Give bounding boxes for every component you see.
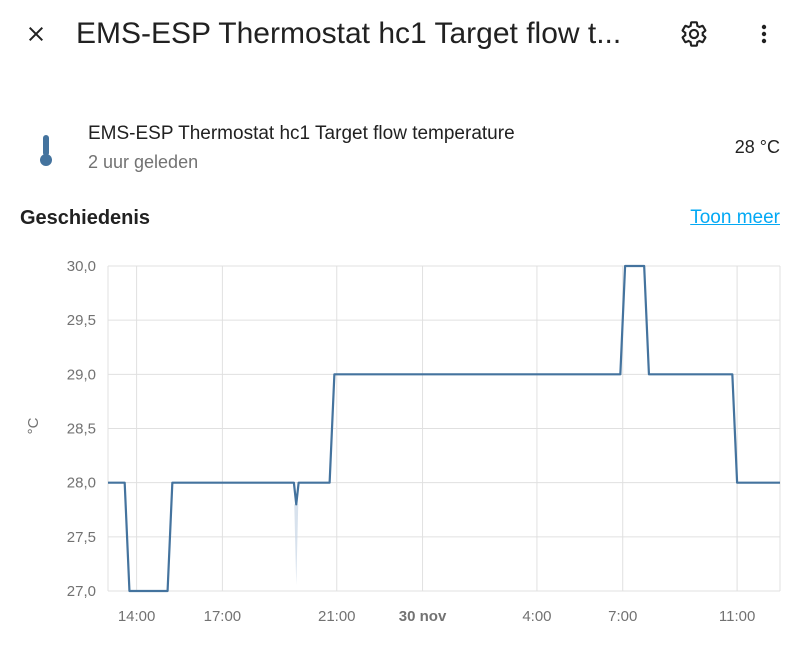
dialog-title: EMS-ESP Thermostat hc1 Target flow t... [76,17,622,50]
close-icon [29,27,43,41]
y-axis-label: °C [25,417,42,434]
y-tick-label: 27,5 [67,529,96,546]
entity-last-changed: 2 uur geleden [88,152,199,172]
thermometer-icon [40,135,52,166]
y-tick-label: 28,0 [67,475,96,492]
dialog-header: EMS-ESP Thermostat hc1 Target flow t... [0,0,800,68]
entity-state: 28 °C [734,137,780,157]
y-tick-label: 28,5 [67,421,96,438]
x-tick-label: 21:00 [318,608,356,625]
y-axis-ticks: 30,0 29,5 29,0 28,5 28,0 27,5 27,0 [67,258,96,600]
x-tick-label: 4:00 [522,608,551,625]
series-line [108,264,780,593]
x-axis-ticks: 14:00 17:00 21:00 30 nov 4:00 7:00 11:00 [118,608,756,625]
chart-series [108,264,780,593]
gear-icon [681,21,707,47]
y-tick-label: 30,0 [67,258,96,275]
history-title: Geschiedenis [20,207,151,229]
more-menu-button[interactable] [744,14,784,54]
y-tick-label: 27,0 [67,583,96,600]
entity-row[interactable]: EMS-ESP Thermostat hc1 Target flow tempe… [0,112,800,182]
x-tick-label: 14:00 [118,608,156,625]
history-chart: 30,0 29,5 29,0 28,5 28,0 27,5 27,0 14:00 17:00 2… [25,258,781,625]
close-button[interactable] [16,14,56,54]
x-tick-label: 17:00 [204,608,242,625]
settings-button[interactable] [674,14,714,54]
x-tick-label: 7:00 [608,608,637,625]
chart-grid [107,265,781,592]
y-tick-label: 29,0 [67,366,96,383]
x-tick-label: 30 nov [399,608,447,625]
x-tick-label: 11:00 [719,608,755,625]
show-more-link[interactable]: Toon meer [690,207,780,228]
entity-name: EMS-ESP Thermostat hc1 Target flow tempe… [88,123,515,144]
y-tick-label: 29,5 [67,312,96,329]
more-vertical-icon [761,24,767,44]
series-dip-shadow [294,504,299,585]
